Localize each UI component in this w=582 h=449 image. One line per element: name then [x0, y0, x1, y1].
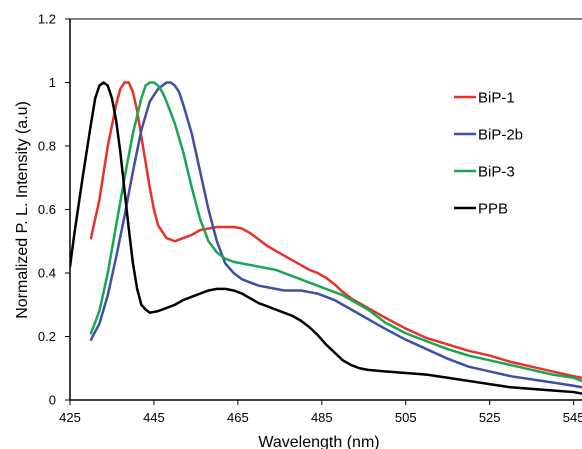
y-tick-label: 0.2 — [38, 329, 56, 344]
y-tick-label: 0.4 — [38, 266, 56, 281]
y-axis-title: Normalized P. L. Intensity (a.u) — [14, 101, 31, 319]
y-tick-label: 0.6 — [38, 202, 56, 217]
x-axis-title: Wavelength (nm) — [258, 434, 379, 449]
y-tick-label: 1.2 — [38, 12, 56, 27]
x-tick-label: 545 — [563, 410, 582, 425]
series-line-bip-2b — [89, 81, 582, 389]
axes: 0 0.2 0.4 0.6 0.8 1 1.2 425 445 465 485 505 525 545 — [38, 12, 582, 425]
x-tick-label: 485 — [311, 410, 333, 425]
series-line-bip-1 — [89, 81, 582, 380]
legend-label: PPB — [478, 201, 508, 218]
legend-label: BiP-2b — [478, 127, 523, 144]
y-tick-label: 0.8 — [38, 139, 56, 154]
x-tick-label: 505 — [395, 410, 417, 425]
series-layer — [70, 81, 582, 395]
series-line-bip-3 — [89, 81, 582, 383]
y-tick-label: 1 — [49, 75, 56, 90]
x-tick-label: 525 — [479, 410, 501, 425]
legend-label: BiP-1 — [478, 90, 515, 107]
x-tick-label: 445 — [143, 410, 165, 425]
y-tick-label: 0 — [49, 393, 56, 408]
series-line-ppb — [70, 81, 582, 395]
x-tick-label: 465 — [227, 410, 249, 425]
x-tick-label: 425 — [59, 410, 81, 425]
legend: BiP-1 BiP-2b BiP-3 PPB — [454, 90, 523, 218]
legend-label: BiP-3 — [478, 164, 515, 181]
